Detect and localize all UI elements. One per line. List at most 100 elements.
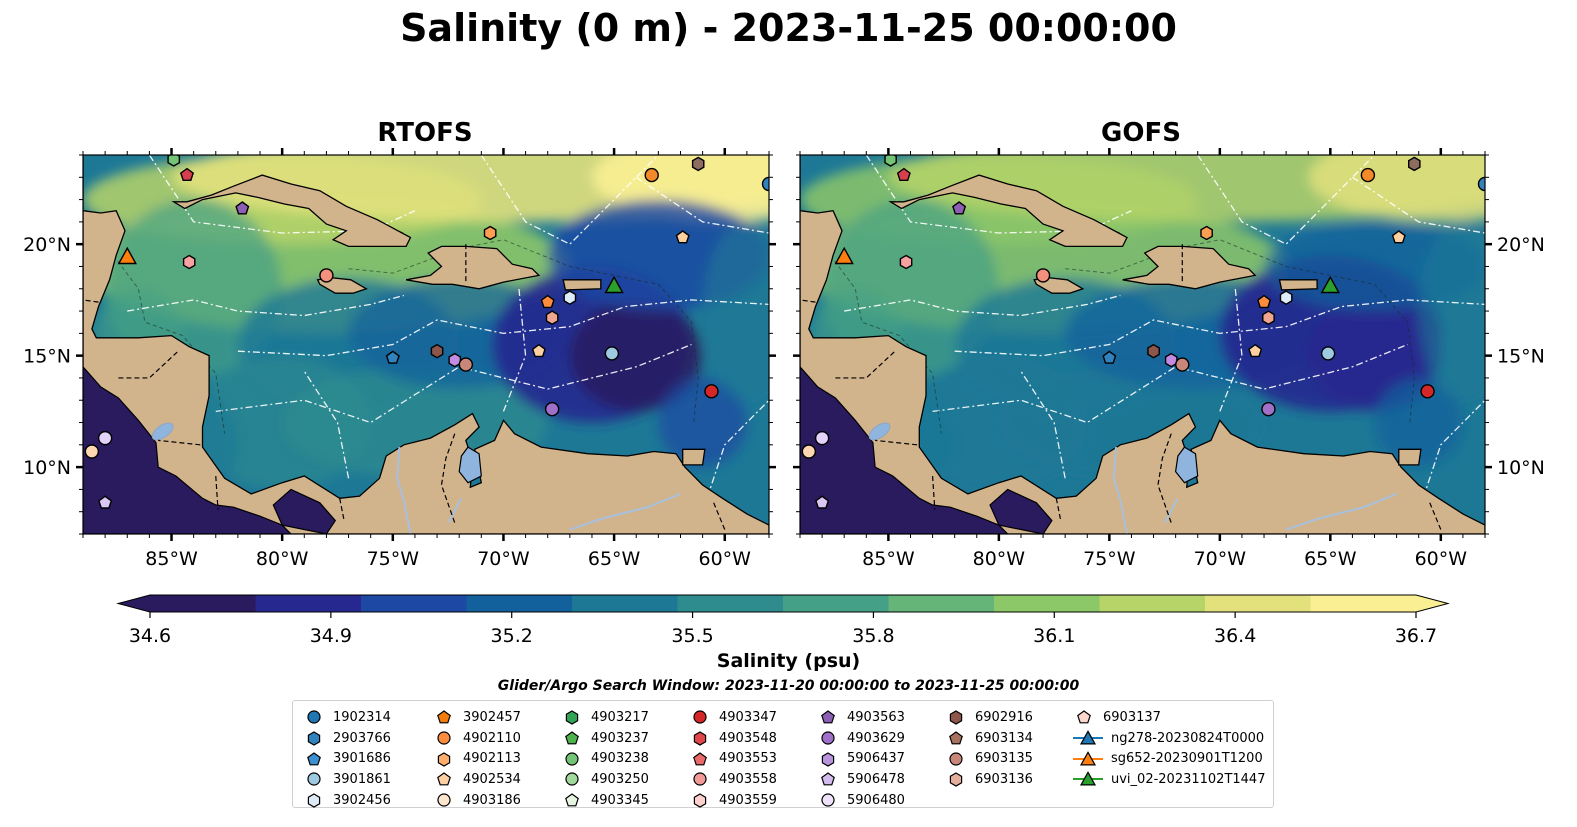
legend-column: 4903563 4903629 5906437 5906478 5906480	[817, 707, 905, 810]
legend-label: 2903766	[333, 730, 391, 746]
legend-label: 4903347	[719, 709, 777, 725]
glider-track-icon	[1073, 750, 1103, 766]
float-marker	[1391, 230, 1406, 244]
float-marker	[430, 343, 444, 359]
pentagon-marker-icon	[437, 772, 451, 786]
legend-item: 4903186	[433, 790, 521, 811]
float-marker	[540, 294, 555, 309]
float-marker	[1248, 343, 1263, 358]
colorbar-tick-label: 36.1	[1033, 625, 1075, 647]
legend-label: 4903553	[719, 751, 777, 767]
legend-label: 6903134	[975, 730, 1033, 746]
legend-item: 4902113	[433, 748, 521, 769]
float-marker	[84, 444, 100, 459]
circle-marker-icon	[693, 772, 707, 787]
legend-label: 6902916	[975, 709, 1033, 725]
x-tick-label: 65°W	[588, 548, 641, 570]
legend-item: 6902916	[945, 707, 1033, 728]
float-marker	[1279, 290, 1293, 306]
legend-label: ng278-20230824T0000	[1111, 730, 1265, 746]
legend-item: 3902457	[433, 707, 521, 728]
legend-label: 4903217	[591, 709, 649, 725]
hexagon-marker-icon	[949, 710, 963, 726]
figure-title: Salinity (0 m) - 2023-11-25 00:00:00	[400, 6, 1177, 50]
float-marker	[1408, 156, 1421, 172]
float-marker	[604, 275, 624, 294]
float-marker	[319, 268, 334, 283]
legend-label: 3902457	[463, 709, 521, 725]
legend-label: 3901686	[333, 751, 391, 767]
circle-marker-icon	[565, 752, 579, 766]
legend-label: uvi_02-20231102T1447	[1111, 771, 1266, 787]
legend-label: 4903563	[847, 709, 905, 725]
hexagon-marker-icon	[821, 752, 835, 767]
pentagon-marker-icon	[565, 731, 579, 745]
float-marker	[1200, 225, 1213, 241]
legend-item: 4903558	[689, 769, 777, 790]
colorbar-segment	[1205, 595, 1311, 612]
legend-item: 6903134	[945, 728, 1033, 749]
float-marker	[604, 346, 620, 361]
circle-marker-icon	[437, 793, 451, 807]
x-tick-label: 70°W	[477, 548, 530, 570]
float-marker	[761, 176, 769, 192]
colorbar-extend-high	[1416, 595, 1448, 612]
legend-item: 6903136	[945, 769, 1033, 790]
legend-label: 6903135	[975, 751, 1033, 767]
colorbar-segment	[572, 595, 678, 612]
colorbar-segment	[677, 595, 784, 612]
glider-track-icon	[1073, 730, 1103, 745]
float-marker	[544, 401, 560, 417]
y-tick-label: 20°N	[23, 234, 71, 256]
legend-item: sg652-20230901T1200	[1073, 748, 1265, 769]
float-marker	[545, 310, 559, 326]
legend-item: 4903559	[689, 790, 777, 811]
colorbar-segment	[1310, 595, 1417, 612]
float-marker	[179, 167, 195, 181]
legend-label: 4902113	[463, 751, 521, 767]
panel-title-rtofs: RTOFS	[377, 118, 473, 148]
glider-track-icon	[1073, 771, 1103, 786]
hexagon-marker-icon	[437, 752, 451, 767]
legend-item: 4903553	[689, 748, 777, 769]
y-tick-label: 10°N	[1497, 457, 1545, 479]
colorbar-segment	[1099, 595, 1206, 612]
float-marker	[1257, 294, 1272, 309]
x-tick-label: 60°W	[699, 548, 752, 570]
legend-column: 1902314 2903766 3901686 3901861 3902456	[303, 707, 391, 810]
float-marker	[458, 357, 474, 372]
legend-label: 4903548	[719, 730, 777, 746]
legend-item: 4903629	[817, 728, 905, 749]
colorbar-tick-label: 34.9	[310, 625, 352, 647]
float-marker	[1420, 384, 1435, 399]
legend-label: 5906478	[847, 771, 905, 787]
legend-label: 4902110	[463, 730, 521, 746]
float-marker	[182, 254, 196, 270]
pentagon-marker-icon	[949, 731, 963, 745]
legend-label: 1902314	[333, 709, 391, 725]
legend-item: 5906480	[817, 790, 905, 811]
circle-marker-icon	[437, 731, 451, 745]
float-marker	[1147, 343, 1160, 359]
float-marker	[167, 155, 181, 167]
float-marker	[1360, 167, 1376, 183]
legend-label: 5906437	[847, 751, 905, 767]
panel-title-gofs: GOFS	[1101, 118, 1181, 148]
float-marker	[448, 352, 462, 368]
circle-marker-icon	[949, 752, 963, 766]
circle-marker-icon	[307, 772, 321, 787]
x-tick-label: 75°W	[367, 548, 420, 570]
circle-marker-icon	[821, 731, 835, 745]
legend-item: 6903137	[1073, 707, 1265, 728]
pentagon-marker-icon	[565, 793, 579, 807]
legend-label: 6903136	[975, 771, 1033, 787]
hexagon-marker-icon	[693, 793, 707, 808]
legend-label: 4903558	[719, 771, 777, 787]
legend-label: 4903186	[463, 792, 521, 808]
float-marker	[644, 167, 659, 183]
float-marker	[1164, 352, 1178, 368]
circle-marker-icon	[821, 793, 835, 807]
colorbar-label: Salinity (psu)	[716, 650, 861, 672]
float-marker	[483, 225, 497, 241]
